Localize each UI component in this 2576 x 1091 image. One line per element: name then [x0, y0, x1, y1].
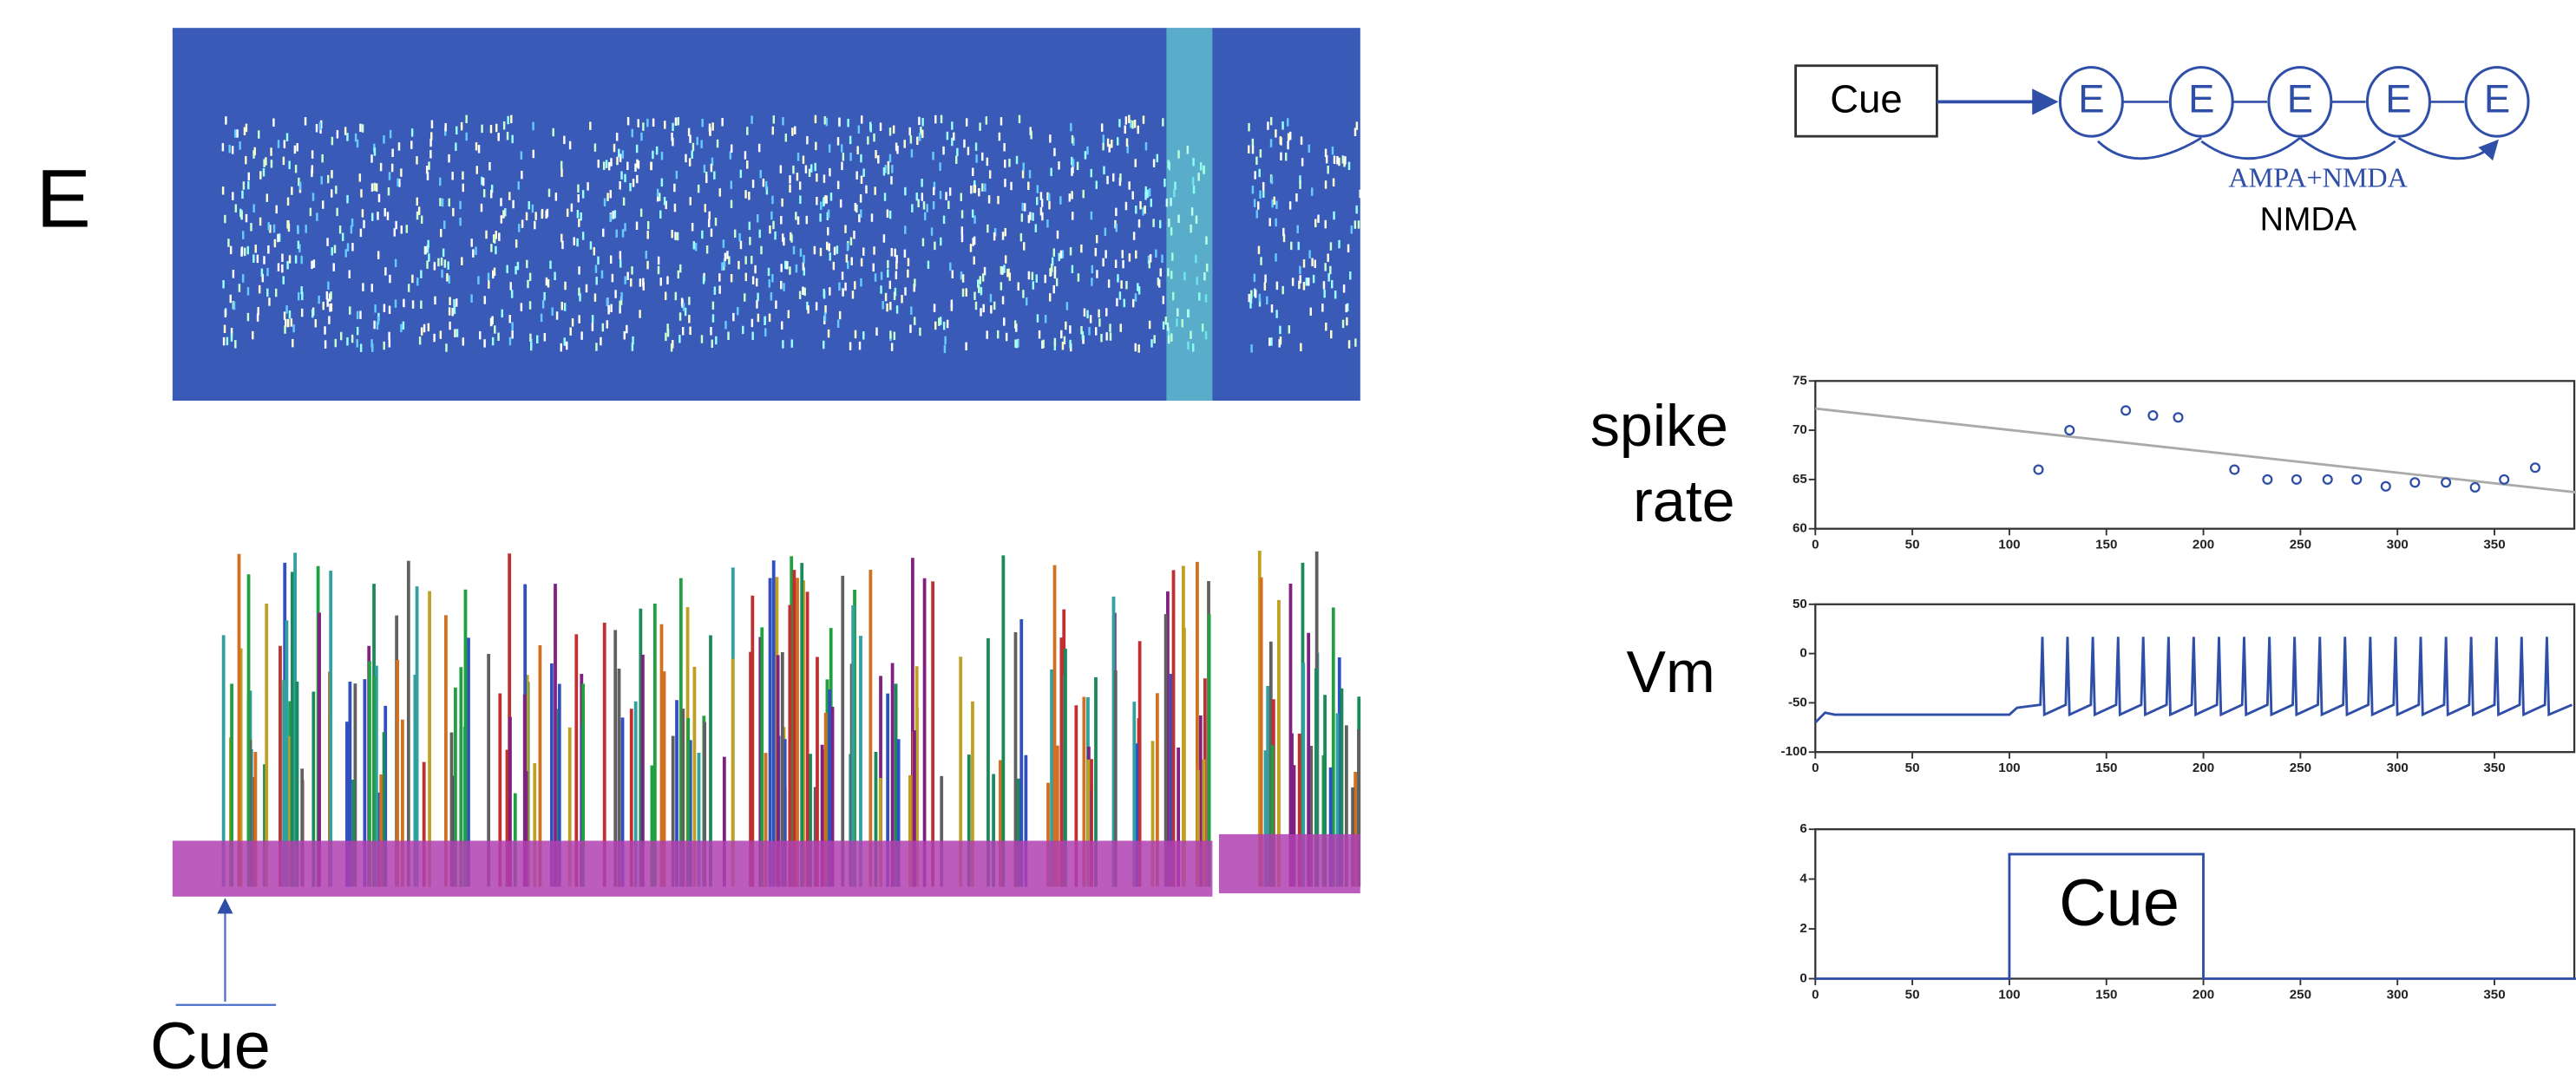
node-label: E — [2385, 76, 2411, 121]
x-tick-label: 200 — [2193, 987, 2214, 1002]
point — [2033, 464, 2044, 475]
cue-box — [1794, 64, 1938, 138]
traces — [172, 550, 1361, 897]
x-tick-label: 100 — [1998, 761, 2020, 775]
y-tick-label: 60 — [1793, 521, 1807, 536]
annotation: Cue — [2059, 866, 2179, 940]
recurrent-edges — [2096, 138, 2497, 159]
x-tick-label: 350 — [2483, 987, 2505, 1002]
point — [2469, 481, 2481, 493]
edge-label: AMPA+NMDA — [2228, 162, 2407, 193]
y-tick-label: -50 — [1788, 695, 1807, 709]
edge-label-2: NMDA — [2260, 202, 2357, 238]
x-tick-label: 0 — [1812, 761, 1819, 775]
line — [1814, 637, 2573, 724]
point — [2409, 477, 2421, 488]
x-tick-label: 50 — [1905, 538, 1920, 552]
trace-band — [1218, 833, 1360, 894]
y-tick-label: 75 — [1793, 373, 1807, 388]
chart-label: rate — [1633, 468, 1734, 534]
raster-background — [172, 28, 1360, 401]
y-tick-label: 6 — [1799, 821, 1806, 836]
population-label: E — [36, 154, 91, 245]
trend-line — [1815, 407, 2576, 494]
point — [2380, 480, 2391, 492]
x-tick-label: 350 — [2483, 761, 2505, 775]
point — [2147, 409, 2159, 421]
point — [2529, 462, 2541, 474]
cue-box-label: Cue — [1830, 76, 1902, 121]
line — [1815, 853, 2576, 980]
x-tick-label: 100 — [1998, 987, 2020, 1002]
point — [2499, 474, 2510, 485]
y-tick-label: -100 — [1781, 744, 1807, 759]
chart-label: Vm — [1627, 639, 1715, 705]
point — [2441, 477, 2452, 488]
y-tick-label: 70 — [1793, 422, 1807, 437]
point — [2229, 464, 2240, 475]
x-tick-label: 250 — [2290, 761, 2311, 775]
x-tick-label: 250 — [2290, 538, 2311, 552]
x-tick-label: 150 — [2095, 987, 2117, 1002]
x-tick-label: 350 — [2483, 538, 2505, 552]
x-tick-label: 250 — [2290, 987, 2311, 1002]
point — [2173, 412, 2184, 423]
x-tick-label: 50 — [1905, 987, 1920, 1002]
x-tick-label: 150 — [2095, 538, 2117, 552]
x-tick-label: 300 — [2387, 987, 2409, 1002]
x-tick-label: 200 — [2193, 538, 2214, 552]
y-tick-label: 65 — [1793, 472, 1807, 487]
x-tick-label: 100 — [1998, 538, 2020, 552]
x-tick-label: 0 — [1812, 987, 1819, 1002]
plot-frame — [1814, 828, 2576, 980]
x-tick-label: 200 — [2193, 761, 2214, 775]
node-label: E — [2078, 76, 2104, 121]
plot-frame — [1814, 380, 2576, 530]
plot-frame — [1814, 603, 2576, 754]
x-tick-label: 150 — [2095, 761, 2117, 775]
point — [2291, 474, 2302, 485]
cue-label: Cue — [150, 1009, 271, 1083]
point — [2120, 405, 2132, 416]
node-label: E — [2484, 76, 2510, 121]
chart-label: spike — [1590, 393, 1728, 459]
point — [2351, 474, 2363, 485]
x-tick-label: 50 — [1905, 761, 1920, 775]
x-tick-label: 300 — [2387, 538, 2409, 552]
point — [2064, 425, 2075, 436]
point — [2322, 474, 2333, 485]
raster-band — [1166, 28, 1213, 401]
y-tick-label: 0 — [1799, 970, 1806, 985]
x-tick-label: 300 — [2387, 761, 2409, 775]
point — [2262, 474, 2273, 485]
y-tick-label: 50 — [1793, 597, 1807, 611]
y-tick-label: 2 — [1799, 921, 1806, 936]
y-tick-label: 4 — [1799, 872, 1807, 886]
node-label: E — [2287, 76, 2313, 121]
y-tick-label: 0 — [1799, 646, 1806, 661]
raster — [221, 28, 1361, 401]
x-tick-label: 0 — [1812, 538, 1819, 552]
node-label: E — [2188, 76, 2214, 121]
trace-band — [172, 840, 1213, 897]
